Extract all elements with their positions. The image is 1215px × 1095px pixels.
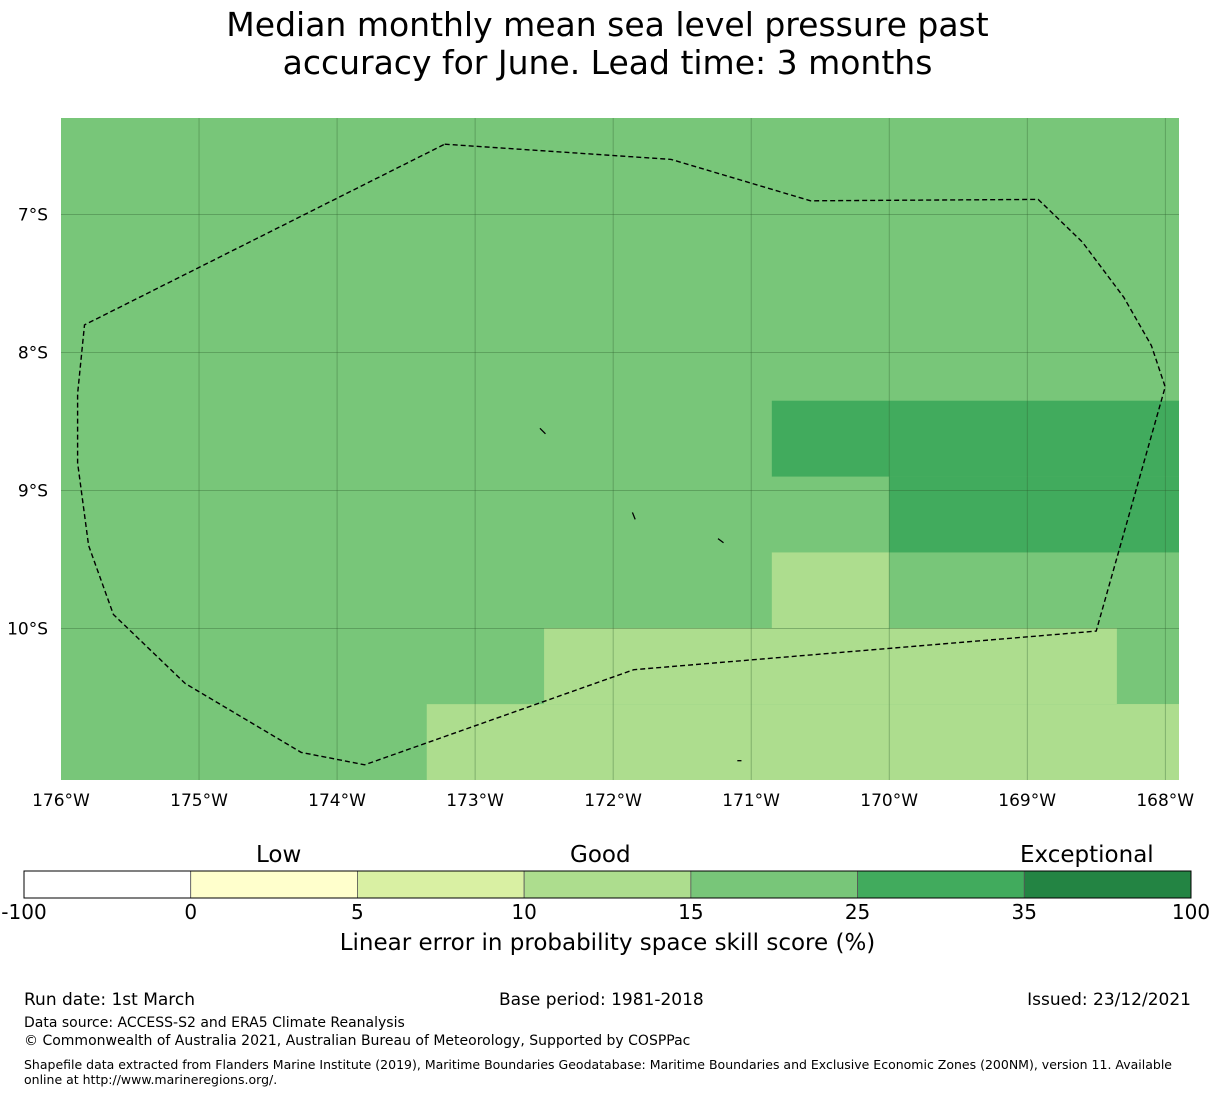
shapefile-credit: Shapefile data extracted from Flanders M…	[24, 1057, 1172, 1087]
latitude-label: 7°S	[18, 206, 48, 226]
island	[539, 427, 546, 435]
map-cell	[544, 628, 1117, 705]
longitude-label: 169°W	[998, 791, 1056, 811]
colorbar-tick-label: 5	[351, 900, 364, 924]
colorbar-bins	[23, 870, 1192, 899]
colorbar-bin	[23, 870, 192, 899]
longitude-label: 174°W	[308, 791, 366, 811]
colorbar-tick-label: -100	[1, 900, 47, 924]
island	[631, 512, 636, 520]
colorbar-bin	[857, 870, 1025, 899]
colorbar-category-low: Low	[256, 842, 302, 868]
island	[717, 538, 724, 544]
eez-boundary-line	[76, 143, 1166, 766]
map-cell	[426, 704, 1179, 780]
colorbar-label: Linear error in probability space skill …	[339, 930, 876, 956]
colorbar-tick-label: 0	[184, 900, 198, 924]
colorbar-tick-label: 10	[511, 900, 537, 924]
longitude-label: 168°W	[1136, 791, 1194, 811]
longitude-label: 176°W	[32, 791, 90, 811]
skill-score-map: 7°S8°S9°S10°S 176°W 175°W 174°W 173°W 172°W 1…	[7, 118, 1194, 811]
map-cell	[1116, 704, 1179, 780]
colorbar-bin	[357, 870, 525, 899]
longitude-label: 171°W	[722, 791, 780, 811]
colorbar-tick-label: 25	[844, 900, 871, 924]
colorbar-bin	[190, 870, 358, 899]
longitude-labels: 176°W 175°W 174°W 173°W 172°W 171°W 170°W 169°W…	[32, 791, 1194, 811]
colorbar-category-exceptional: Exceptional	[1020, 842, 1154, 868]
map-gridlines	[61, 118, 1179, 780]
latitude-label: 8°S	[18, 343, 48, 363]
colorbar-bin	[690, 870, 858, 899]
map-cell	[889, 476, 1179, 553]
longitude-label: 172°W	[584, 791, 642, 811]
map-title: Median monthly mean sea level pressure p…	[226, 5, 989, 82]
longitude-label: 175°W	[170, 791, 228, 811]
colorbar	[23, 870, 1192, 899]
map-cells	[61, 118, 1179, 780]
eez-boundary	[76, 143, 1166, 766]
colorbar-bin	[523, 870, 692, 899]
map-cell	[771, 552, 890, 629]
longitude-label: 170°W	[860, 791, 918, 811]
colorbar-tick-label: 35	[1011, 900, 1038, 924]
latitude-label: 10°S	[7, 619, 48, 639]
base-period: Base period: 1981-2018	[499, 990, 704, 1010]
issued-date: Issued: 23/12/2021	[1027, 990, 1191, 1010]
longitude-label: 173°W	[446, 791, 504, 811]
colorbar-category-good: Good	[570, 842, 631, 868]
islands	[539, 427, 742, 762]
colorbar-bin	[1023, 870, 1192, 899]
copyright: © Commonwealth of Australia 2021, Austra…	[24, 1033, 691, 1049]
colorbar-outline	[23, 870, 1192, 899]
data-source: Data source: ACCESS-S2 and ERA5 Climate …	[24, 1015, 405, 1031]
latitude-labels: 7°S 8°S 9°S 10°S	[7, 206, 48, 640]
colorbar-tick-label: 100	[1171, 900, 1211, 924]
run-date: Run date: 1st March	[24, 990, 196, 1010]
latitude-label: 9°S	[18, 481, 48, 501]
map-cell	[771, 400, 1179, 477]
colorbar-tick-label: 15	[678, 900, 704, 924]
